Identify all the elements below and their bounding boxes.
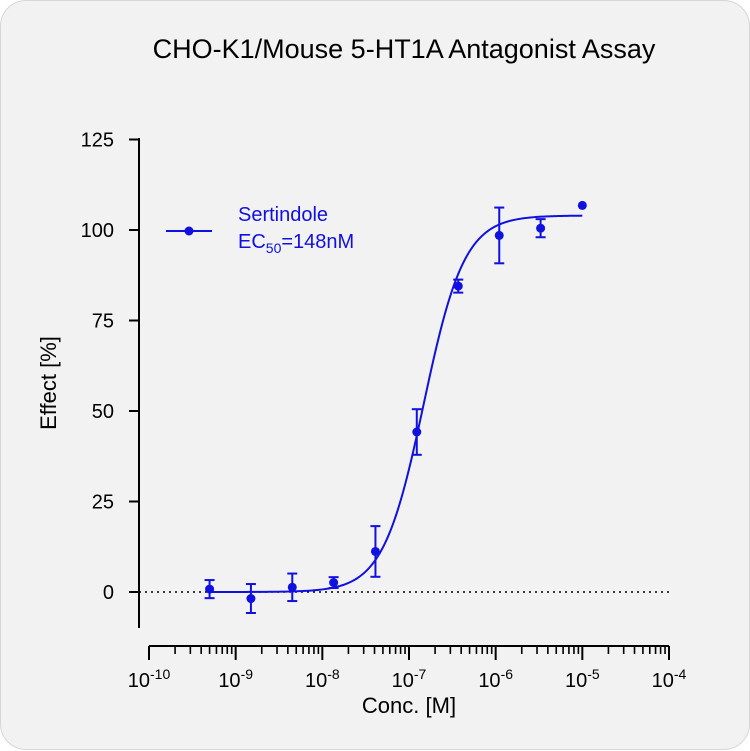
data-point (412, 427, 422, 437)
x-tick-label: 10-8 (305, 666, 340, 692)
data-point (246, 594, 256, 604)
legend-ec50-value: =148nM (281, 231, 354, 253)
x-tick-base: 10 (565, 670, 587, 692)
x-tick-base: 10 (478, 670, 500, 692)
data-point (287, 582, 297, 592)
x-tick-base: 10 (652, 670, 674, 692)
data-point (494, 230, 504, 240)
y-tick-label: 50 (92, 401, 114, 423)
x-tick-base: 10 (218, 670, 240, 692)
x-tick-exponent: -7 (414, 666, 427, 682)
legend-ec50-subscript: 50 (266, 240, 282, 256)
x-axis-label: Conc. [M] (362, 693, 456, 718)
legend-ec50: EC50=148nM (238, 231, 354, 256)
x-tick-label: 10-6 (478, 666, 513, 692)
y-tick-label: 100 (81, 220, 114, 242)
data-point (577, 200, 587, 210)
x-tick-label: 10-9 (218, 666, 253, 692)
data-point (536, 223, 546, 233)
x-tick-exponent: -5 (587, 666, 600, 682)
data-point (329, 578, 339, 588)
x-tick-exponent: -10 (150, 666, 170, 682)
x-tick-base: 10 (305, 670, 327, 692)
x-tick-label: 10-5 (565, 666, 600, 692)
y-ticks: 0 25 50 75 100 125 (81, 130, 139, 604)
x-tick-exponent: -6 (501, 666, 514, 682)
data-point (370, 546, 380, 556)
x-tick-label: 10-4 (652, 666, 687, 692)
y-tick-label: 75 (92, 311, 114, 333)
legend: Sertindole EC50=148nM (166, 204, 354, 256)
y-axis: 0 25 50 75 100 125 Effect [%] (36, 130, 140, 628)
data-points (204, 200, 587, 614)
data-point (453, 281, 463, 291)
y-tick-label: 25 (92, 492, 114, 514)
data-point (205, 584, 215, 594)
x-tick-exponent: -4 (674, 666, 687, 682)
x-tick-exponent: -9 (241, 666, 254, 682)
x-ticks: 10-10 10-9 10-8 10-7 10-6 10-5 10-4 (128, 646, 687, 692)
fit-curve-sertindole (209, 214, 583, 593)
x-tick-base: 10 (392, 670, 414, 692)
legend-marker-icon (184, 226, 194, 236)
chart-title: CHO-K1/Mouse 5-HT1A Antagonist Assay (153, 34, 656, 64)
x-tick-label: 10-7 (392, 666, 427, 692)
legend-series-name: Sertindole (238, 204, 328, 226)
x-axis: 10-10 10-9 10-8 10-7 10-6 10-5 10-4 Conc. [M] (128, 645, 687, 718)
x-tick-base: 10 (128, 670, 150, 692)
y-tick-label: 125 (81, 130, 114, 152)
legend-ec50-prefix: EC (238, 231, 266, 253)
y-axis-label: Effect [%] (36, 336, 61, 430)
y-tick-label: 0 (103, 582, 114, 604)
x-tick-label: 10-10 (128, 666, 171, 692)
x-tick-exponent: -8 (327, 666, 340, 682)
